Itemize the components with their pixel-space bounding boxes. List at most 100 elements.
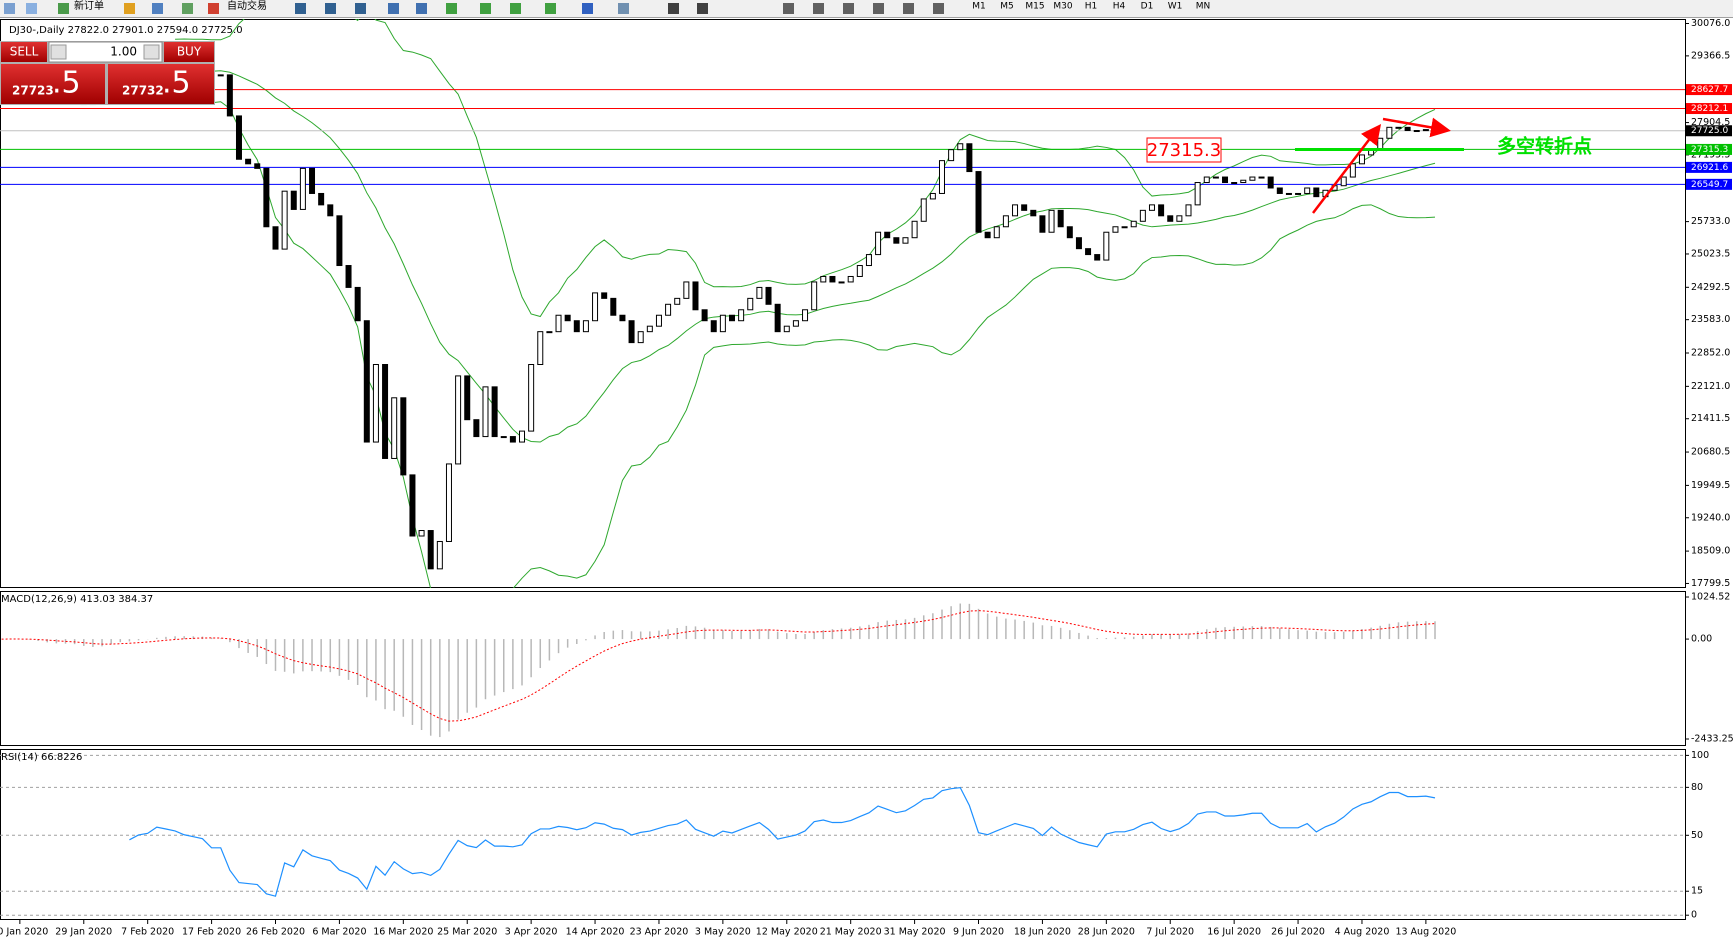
icon[interactable] xyxy=(783,3,794,14)
volume-up[interactable] xyxy=(143,44,160,60)
candle xyxy=(1295,192,1302,195)
price-level-box xyxy=(1686,103,1732,115)
candle xyxy=(637,331,644,344)
icon[interactable] xyxy=(545,3,556,14)
sell-label[interactable]: SELL xyxy=(10,45,39,59)
candle xyxy=(957,143,964,151)
icon[interactable] xyxy=(697,3,708,14)
icon[interactable] xyxy=(124,3,135,14)
icon[interactable] xyxy=(355,3,366,14)
ask-box[interactable] xyxy=(108,64,214,104)
candle xyxy=(1340,176,1347,187)
x-tick-label: 3 May 2020 xyxy=(695,927,751,938)
toolbar-button[interactable]: 自动交易 xyxy=(227,0,267,12)
price-level-box xyxy=(1686,125,1732,137)
toolbar-button[interactable]: 新订单 xyxy=(74,0,104,12)
candle xyxy=(756,286,763,299)
bid-box[interactable] xyxy=(1,64,105,104)
icon[interactable] xyxy=(668,3,679,14)
icon[interactable] xyxy=(903,3,914,14)
bollinger-band xyxy=(175,19,1436,318)
candle xyxy=(1377,137,1384,151)
x-tick-label: 26 Feb 2020 xyxy=(246,927,305,938)
y-tick-label: 29366.5 xyxy=(1691,50,1730,61)
candle xyxy=(445,463,452,542)
macd-plot xyxy=(1,603,1436,738)
candle xyxy=(1148,204,1155,211)
candle xyxy=(646,325,653,333)
bid-price-pips[interactable]: .5 xyxy=(52,66,81,101)
icon[interactable] xyxy=(843,3,854,14)
candle xyxy=(1030,209,1037,217)
main-plot xyxy=(0,19,1685,588)
icon[interactable] xyxy=(510,3,521,14)
timeframe-button[interactable]: D1 xyxy=(1141,2,1154,12)
candle xyxy=(290,190,297,210)
icon[interactable] xyxy=(618,3,629,14)
toolbar-icons xyxy=(4,3,944,14)
candle xyxy=(1231,182,1238,185)
timeframe-button[interactable]: W1 xyxy=(1168,2,1183,12)
icon[interactable] xyxy=(446,3,457,14)
candle xyxy=(427,530,434,570)
icon[interactable] xyxy=(388,3,399,14)
y-tick-label: 25023.5 xyxy=(1691,248,1730,259)
candle xyxy=(254,163,261,169)
volume-down[interactable] xyxy=(50,44,67,60)
timeframe-button[interactable]: H1 xyxy=(1085,2,1098,12)
candle xyxy=(1048,209,1055,233)
buy-label[interactable]: BUY xyxy=(177,45,202,59)
candle xyxy=(546,331,553,334)
buy-button[interactable] xyxy=(164,42,214,62)
y-tick-label: 0.00 xyxy=(1691,634,1712,645)
timeframe-button[interactable]: M5 xyxy=(1000,2,1014,12)
timeframe-button[interactable]: H4 xyxy=(1113,2,1126,12)
ask-price[interactable]: 27732 xyxy=(122,84,164,98)
candle xyxy=(372,364,379,443)
candle xyxy=(592,292,599,322)
timeframe-button[interactable]: M30 xyxy=(1053,2,1072,12)
icon[interactable] xyxy=(416,3,427,14)
candle xyxy=(811,281,818,311)
candle xyxy=(309,167,316,194)
candle xyxy=(902,237,909,244)
candle xyxy=(948,149,955,162)
icon[interactable] xyxy=(26,3,37,14)
candle xyxy=(856,265,863,277)
icon[interactable] xyxy=(813,3,824,14)
icon[interactable] xyxy=(480,3,491,14)
y-tick-label: 1024.52 xyxy=(1691,592,1730,603)
candle xyxy=(1404,126,1411,132)
volume-box[interactable] xyxy=(48,41,163,63)
timeframe-button[interactable]: M15 xyxy=(1025,2,1044,12)
candle xyxy=(1176,215,1183,222)
timeframe-button[interactable]: MN xyxy=(1196,2,1211,12)
icon[interactable] xyxy=(208,3,219,14)
ask-price-pips[interactable]: .5 xyxy=(162,66,191,101)
candle xyxy=(1249,176,1256,181)
candle xyxy=(884,231,891,239)
trend-arrow xyxy=(1312,124,1382,214)
icon[interactable] xyxy=(933,3,944,14)
candle xyxy=(838,281,845,284)
sell-button[interactable] xyxy=(1,42,47,62)
candle xyxy=(1413,130,1420,133)
icon[interactable] xyxy=(325,3,336,14)
icon[interactable] xyxy=(873,3,884,14)
icon[interactable] xyxy=(582,3,593,14)
bid-price[interactable]: 27723 xyxy=(12,84,54,98)
candle xyxy=(573,320,580,333)
volume[interactable]: 1.00 xyxy=(110,45,137,59)
price-level-label: 26921.6 xyxy=(1691,163,1728,173)
y-tick-label: 30076.0 xyxy=(1691,18,1730,29)
icon[interactable] xyxy=(295,3,306,14)
icon[interactable] xyxy=(58,3,69,14)
candle xyxy=(1112,226,1119,233)
icon[interactable] xyxy=(4,3,15,14)
candle xyxy=(1185,204,1192,217)
candle xyxy=(564,314,571,322)
timeframe-button[interactable]: M1 xyxy=(972,2,986,12)
candle xyxy=(1194,182,1201,206)
icon[interactable] xyxy=(182,3,193,14)
icon[interactable] xyxy=(152,3,163,14)
